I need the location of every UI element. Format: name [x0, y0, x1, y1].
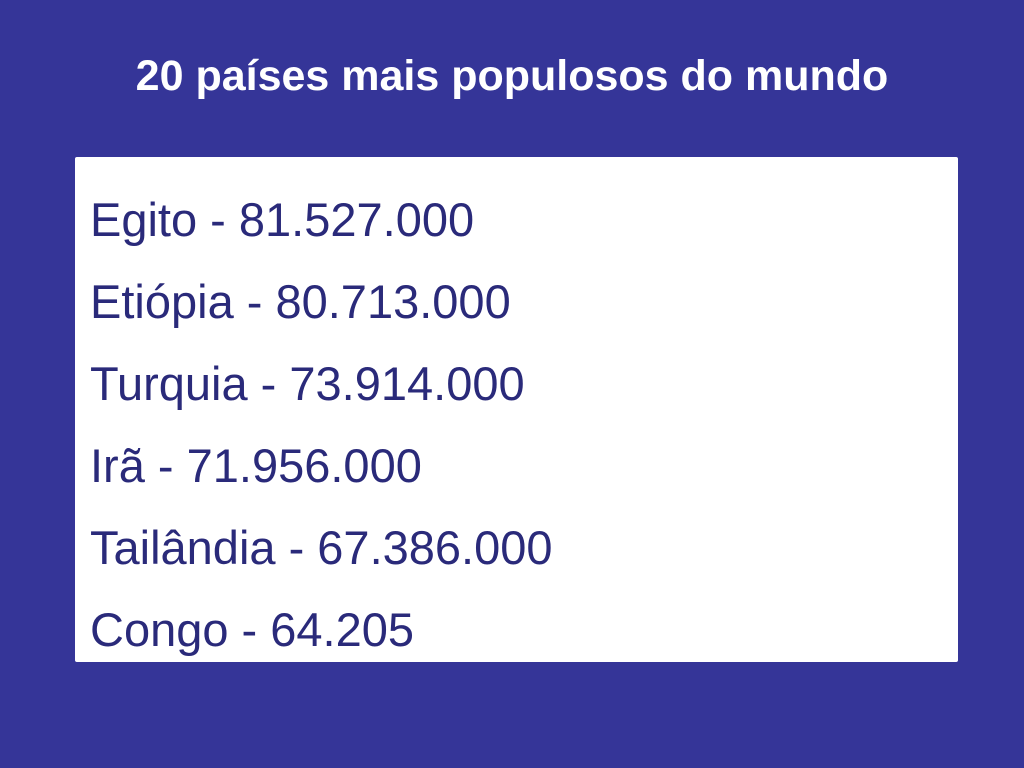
country-list-panel: Egito - 81.527.000 Etiópia - 80.713.000 … [75, 157, 958, 662]
list-item: Irã - 71.956.000 [90, 439, 422, 492]
list-item: Congo - 64.205 [90, 603, 415, 656]
country-population-list: Egito - 81.527.000 Etiópia - 80.713.000 … [90, 179, 958, 671]
slide-title: 20 países mais populosos do mundo [135, 52, 889, 100]
list-item: Tailândia - 67.386.000 [90, 521, 553, 574]
list-item: Etiópia - 80.713.000 [90, 275, 511, 328]
list-item: Turquia - 73.914.000 [90, 357, 525, 410]
list-item: Egito - 81.527.000 [90, 193, 475, 246]
